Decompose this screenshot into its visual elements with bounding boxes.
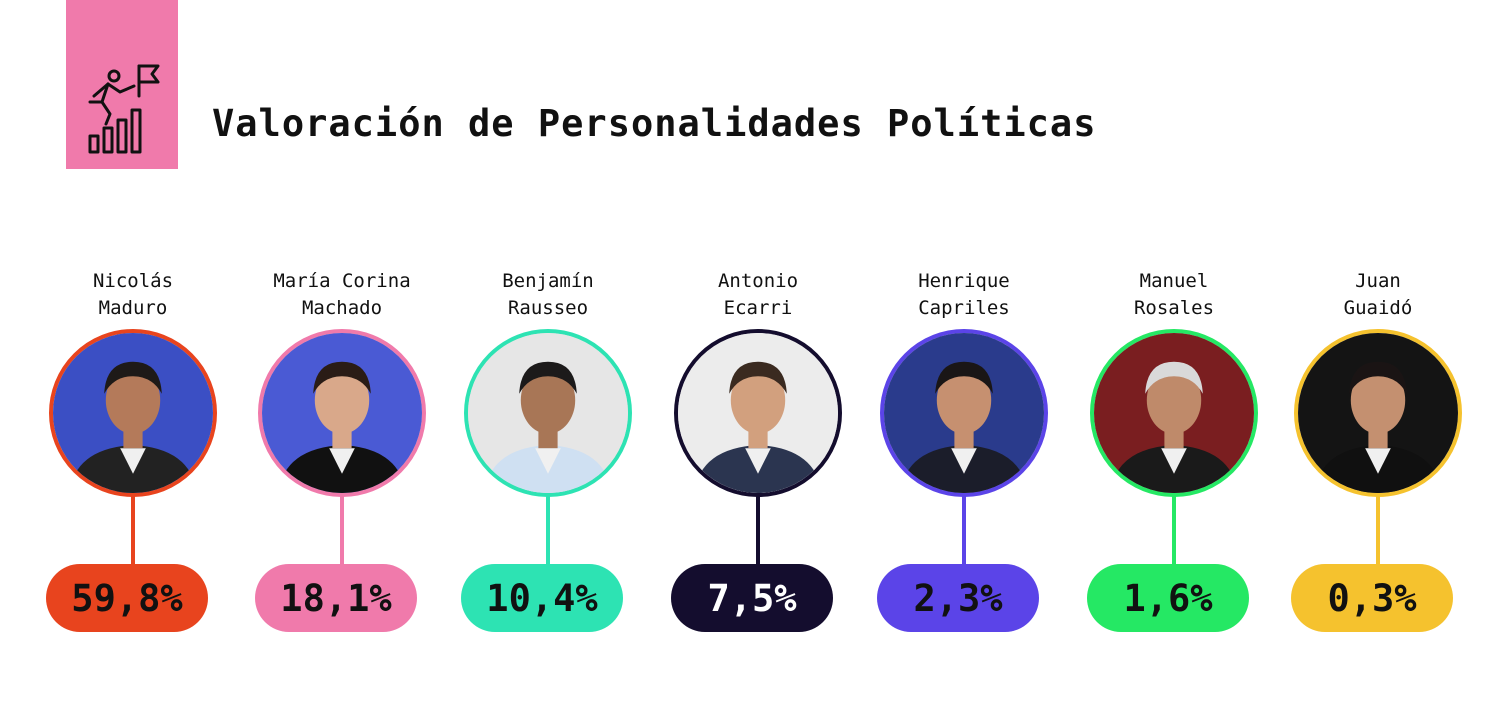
candidate-name-line: Manuel: [1139, 270, 1209, 292]
candidate-name-line: Antonio: [717, 270, 799, 292]
candidate-name-line: Juan: [1355, 270, 1401, 292]
candidate-name-line: Maduro: [98, 297, 168, 319]
candidate-name-line: María Corina: [273, 270, 411, 292]
candidate-photo: [674, 329, 842, 497]
candidate-name-line: Machado: [301, 297, 383, 319]
candidate-name-line: Guaidó: [1343, 297, 1413, 319]
candidate-name: Manuel Rosales: [1069, 268, 1279, 322]
connector-line: [131, 496, 135, 564]
climber-flag-bars-icon: [88, 64, 160, 154]
percentage-badge: 2,3%: [877, 564, 1039, 632]
candidate-name: Benjamín Rausseo: [443, 268, 653, 322]
connector-line: [340, 496, 344, 564]
candidate-name-line: Capriles: [918, 297, 1010, 319]
connector-line: [962, 496, 966, 564]
candidate-photo: [880, 329, 1048, 497]
candidate-name: Henrique Capriles: [859, 268, 1069, 322]
candidate-name: Antonio Ecarri: [653, 268, 863, 322]
candidate-name-line: Nicolás: [92, 270, 174, 292]
percentage-badge: 10,4%: [461, 564, 623, 632]
connector-line: [546, 496, 550, 564]
header-icon-box: [66, 0, 178, 169]
candidate-photo: [49, 329, 217, 497]
candidate-name: Nicolás Maduro: [28, 268, 238, 322]
candidate-name-line: Ecarri: [723, 297, 793, 319]
connector-line: [1376, 496, 1380, 564]
percentage-badge: 59,8%: [46, 564, 208, 632]
candidate-name: Juan Guaidó: [1273, 268, 1483, 322]
candidate-photo: [464, 329, 632, 497]
percentage-badge: 7,5%: [671, 564, 833, 632]
candidate-name: María Corina Machado: [237, 268, 447, 322]
connector-line: [756, 496, 760, 564]
percentage-badge: 0,3%: [1291, 564, 1453, 632]
candidate-photo: [258, 329, 426, 497]
candidate-photo: [1294, 329, 1462, 497]
connector-line: [1172, 496, 1176, 564]
candidate-name-line: Benjamín: [502, 270, 594, 292]
percentage-badge: 18,1%: [255, 564, 417, 632]
candidate-name-line: Henrique: [918, 270, 1010, 292]
chart-title: Valoración de Personalidades Políticas: [212, 102, 1097, 145]
candidate-name-line: Rausseo: [507, 297, 589, 319]
percentage-badge: 1,6%: [1087, 564, 1249, 632]
candidate-photo: [1090, 329, 1258, 497]
candidate-name-line: Rosales: [1133, 297, 1215, 319]
